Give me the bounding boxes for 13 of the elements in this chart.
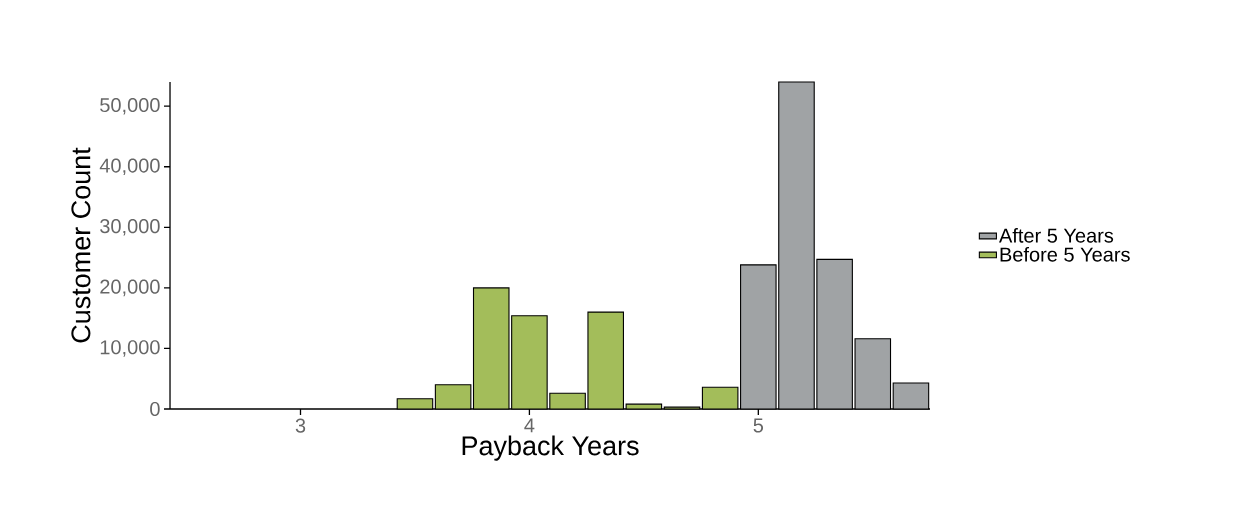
y-axis-title: Customer Count [71,147,91,343]
y-tick-label: 50,000 [100,97,160,115]
y-tick-label: 10,000 [100,340,160,357]
x-axis-title: Payback Years [462,435,639,461]
y-tick-label: 20,000 [100,279,160,297]
y-tick-label: 40,000 [99,158,160,176]
y-tick-label: 0 [150,401,160,417]
x-tick-label: 5 [753,418,764,433]
legend-label: After 5 Years [999,228,1114,243]
y-tick-label: 30,000 [100,219,160,236]
legend-label: Before 5 Years [1000,246,1130,262]
x-tick-label: 4 [524,418,535,433]
x-tick-label: 3 [295,418,306,433]
